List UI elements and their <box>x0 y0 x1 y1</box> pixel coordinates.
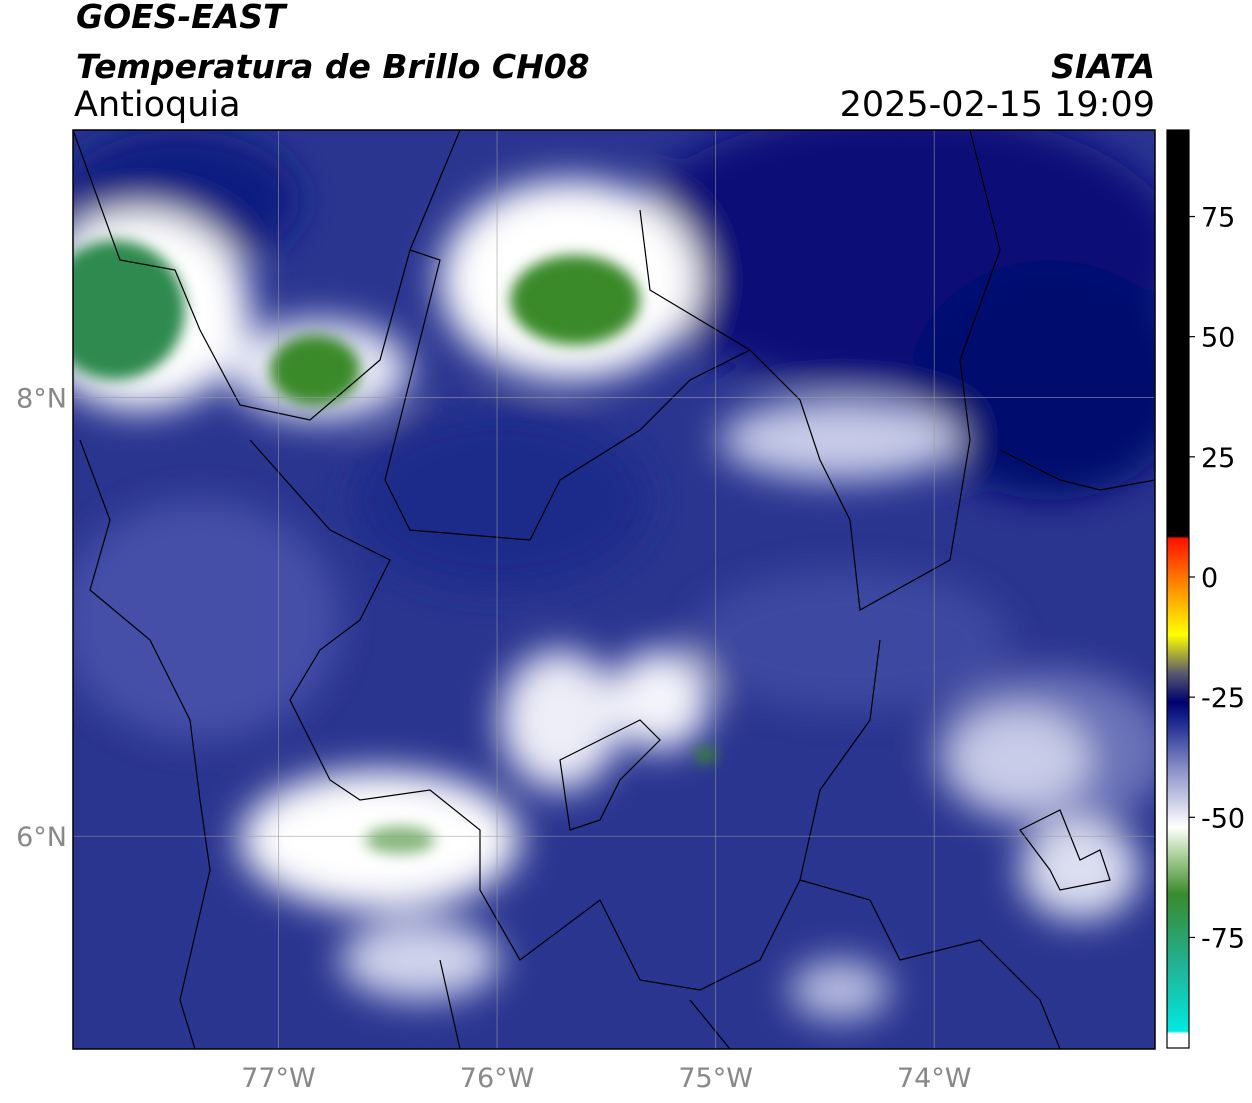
colorbar: 75 50 25 0 -25 -50 -75 <box>1166 129 1245 1049</box>
colorbar-tick-label: 25 <box>1201 443 1235 474</box>
source-label: SIATA <box>1051 47 1155 86</box>
y-tick-label: 8°N <box>16 384 67 415</box>
x-tick-label: 76°W <box>460 1063 535 1094</box>
borders <box>73 130 1155 1049</box>
colorbar-tick-label: 0 <box>1201 563 1218 594</box>
y-tick-label: 6°N <box>16 822 67 853</box>
x-tick-label: 77°W <box>241 1063 316 1094</box>
satellite-title: GOES-EAST <box>76 0 288 36</box>
colorbar-tick-label: 75 <box>1201 203 1235 234</box>
product-title: Temperatura de Brillo CH08 <box>76 47 590 86</box>
colorbar-tick-label: -75 <box>1201 923 1245 954</box>
colorbar-tick-label: 50 <box>1201 323 1235 354</box>
x-tick-label: 74°W <box>897 1063 972 1094</box>
axes: 77°W 76°W 75°W 74°W 6°N 8°N <box>16 384 971 1094</box>
timestamp: 2025-02-15 19:09 <box>840 85 1155 125</box>
colorbar-tick-label: -50 <box>1201 803 1245 834</box>
colorbar-bar <box>1166 129 1190 1049</box>
cloud-cores <box>73 240 716 854</box>
plot-frame <box>72 129 1156 1050</box>
satellite-image <box>73 130 1155 1049</box>
colorbar-tick-label: -25 <box>1201 683 1245 714</box>
grid <box>73 130 1155 1049</box>
x-tick-label: 75°W <box>678 1063 753 1094</box>
region-label: Antioquia <box>74 85 241 125</box>
